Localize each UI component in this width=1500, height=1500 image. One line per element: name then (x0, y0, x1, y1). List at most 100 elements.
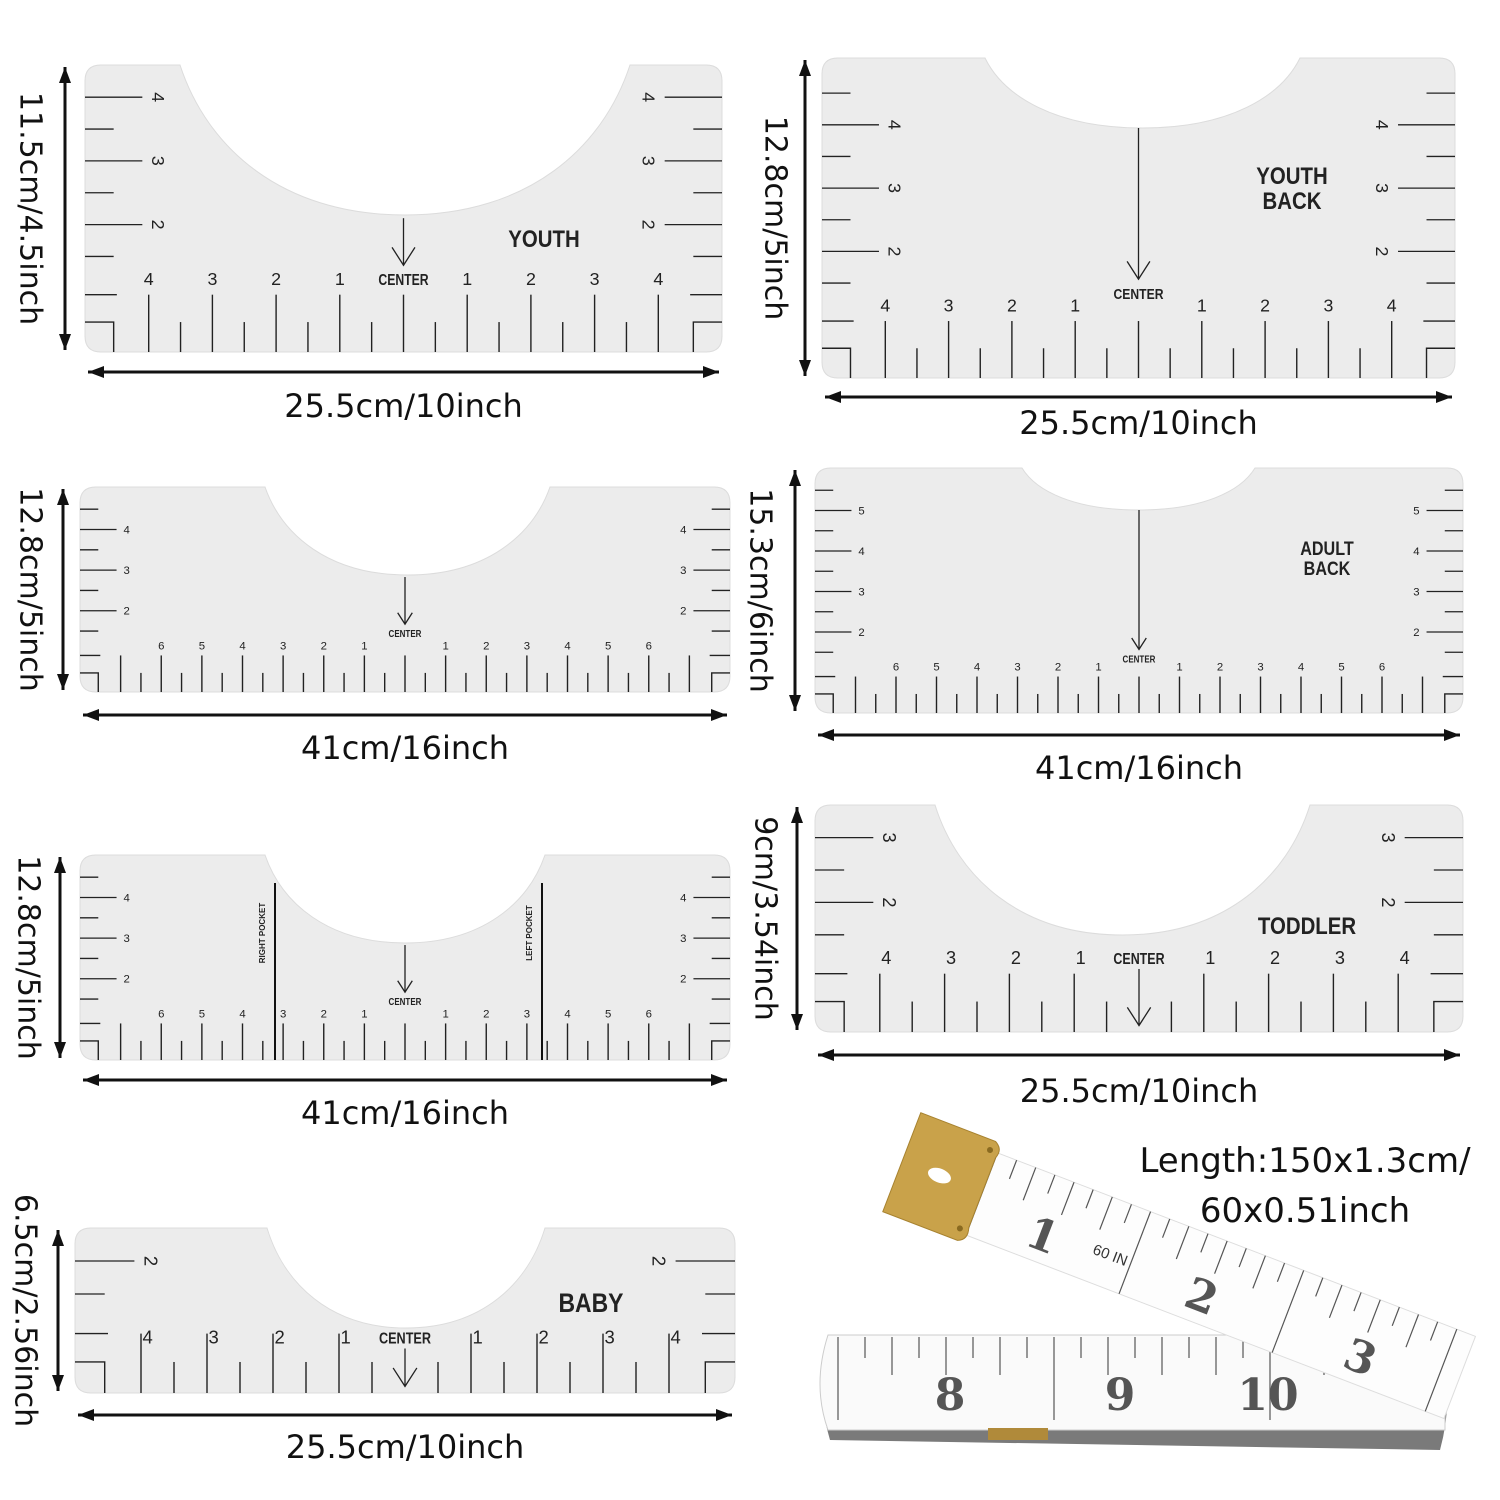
side-number-left: 4 (885, 120, 905, 130)
tape-number: 8 (935, 1370, 966, 1421)
bottom-number: 6 (646, 1008, 652, 1020)
corner-mark (1425, 347, 1455, 378)
side-number-right: 2 (680, 606, 686, 618)
arrowhead-icon (799, 60, 811, 76)
bottom-number: 1 (1205, 948, 1215, 968)
tape-tick (1405, 1314, 1420, 1348)
height-dimension-label: 12.8cm/5inch (11, 855, 46, 1060)
bottom-number: 4 (1298, 661, 1304, 673)
center-label: CENTER (379, 1330, 432, 1348)
bottom-number: 3 (280, 1008, 286, 1020)
bottom-number: 4 (653, 269, 663, 289)
height-dimension-label: 12.8cm/5inch (758, 116, 793, 321)
width-dimension-label: 41cm/16inch (301, 729, 509, 767)
width-dimension-label: 41cm/16inch (301, 1094, 509, 1132)
tape-length-spec: Length:150x1.3cm/ (1139, 1141, 1471, 1181)
arrowhead-icon (799, 360, 811, 376)
tape-number: 9 (1105, 1370, 1136, 1421)
pocket-label: LEFT POCKET (525, 905, 534, 961)
bottom-number: 1 (361, 640, 367, 652)
bottom-number: 4 (1400, 948, 1410, 968)
height-dimension-label: 12.8cm/5inch (13, 487, 48, 692)
bottom-number: 4 (1387, 296, 1397, 316)
bottom-number: 3 (280, 640, 286, 652)
corner-mark (815, 693, 834, 713)
tape-tick (1118, 1211, 1152, 1295)
bottom-number: 2 (274, 1327, 284, 1348)
side-number-left: 4 (858, 546, 864, 558)
bottom-number: 5 (605, 1008, 611, 1020)
bottom-number: 1 (361, 1008, 367, 1020)
bottom-number: 5 (1338, 661, 1344, 673)
pocket-label: RIGHT POCKET (258, 903, 267, 964)
bottom-number: 2 (1270, 948, 1280, 968)
arrowhead-icon (1444, 1049, 1460, 1061)
side-number-right: 5 (1413, 505, 1419, 517)
bottom-number: 3 (1257, 661, 1263, 673)
ruler-panel: 2 2 3 3 4 4 1 1 2 2 3 3 4 4 5 5 6 6 CENTER (79, 486, 731, 693)
bottom-number: 5 (933, 661, 939, 673)
bottom-number: 4 (881, 948, 891, 968)
center-arrow-icon (1126, 1007, 1152, 1027)
tape-tick (1175, 1226, 1190, 1260)
ruler-size-label: TODDLER (1258, 912, 1356, 939)
ruler-size-label: YOUTH (508, 225, 579, 252)
bottom-number: 1 (335, 269, 345, 289)
bottom-number: 3 (944, 296, 954, 316)
bottom-number: 1 (462, 269, 472, 289)
bottom-number: 6 (1379, 661, 1385, 673)
bottom-number: 4 (564, 640, 570, 652)
arrowhead-icon (789, 470, 801, 486)
bottom-number: 5 (199, 640, 205, 652)
arrowhead-icon (59, 67, 71, 83)
arrowhead-icon (83, 709, 99, 721)
ruler-size-label: BACK (1263, 188, 1322, 215)
corner-mark (711, 1040, 730, 1060)
tape-tick (1276, 1262, 1286, 1282)
corner-mark (80, 1040, 99, 1060)
tape-tick (1060, 1182, 1075, 1216)
corner-mark (75, 1361, 106, 1393)
side-number-right: 4 (639, 92, 659, 102)
bottom-number: 3 (946, 948, 956, 968)
center-label: CENTER (1114, 286, 1164, 303)
bottom-number: 2 (1260, 296, 1270, 316)
height-dimension-label: 11.5cm/4.5inch (13, 92, 48, 325)
bottom-number: 6 (893, 661, 899, 673)
side-number-left: 4 (124, 524, 130, 536)
side-number-left: 3 (879, 833, 899, 843)
side-number-right: 3 (1413, 586, 1419, 598)
side-number-right: 4 (680, 892, 686, 904)
tape-tick (1161, 1218, 1171, 1238)
side-number-left: 2 (140, 1256, 161, 1266)
arrowhead-icon (711, 1074, 727, 1086)
tape-tick (1271, 1270, 1305, 1353)
side-number-right: 2 (1413, 627, 1419, 639)
bottom-number: 6 (158, 640, 164, 652)
tape-number: 10 (1237, 1370, 1298, 1421)
ruler-size-label: BACK (1304, 558, 1351, 580)
center-arrow-icon (392, 1367, 418, 1388)
bottom-number: 4 (670, 1327, 680, 1348)
arrowhead-icon (789, 695, 801, 711)
bottom-number: 2 (483, 640, 489, 652)
bottom-number: 1 (1076, 948, 1086, 968)
bottom-number: 1 (472, 1327, 482, 1348)
bottom-number: 2 (321, 640, 327, 652)
ruler-size-label: BABY (558, 1288, 623, 1318)
arrowhead-icon (57, 489, 69, 505)
side-number-right: 2 (1378, 897, 1398, 907)
tape-tick (1367, 1299, 1381, 1333)
arrowhead-icon (88, 366, 104, 378)
arrowhead-icon (818, 1049, 834, 1061)
center-label: CENTER (378, 271, 428, 289)
center-label: CENTER (1113, 950, 1164, 968)
center-label: CENTER (389, 628, 422, 639)
bottom-number: 2 (1055, 661, 1061, 673)
arrowhead-icon (52, 1375, 64, 1391)
bottom-number: 2 (526, 269, 536, 289)
